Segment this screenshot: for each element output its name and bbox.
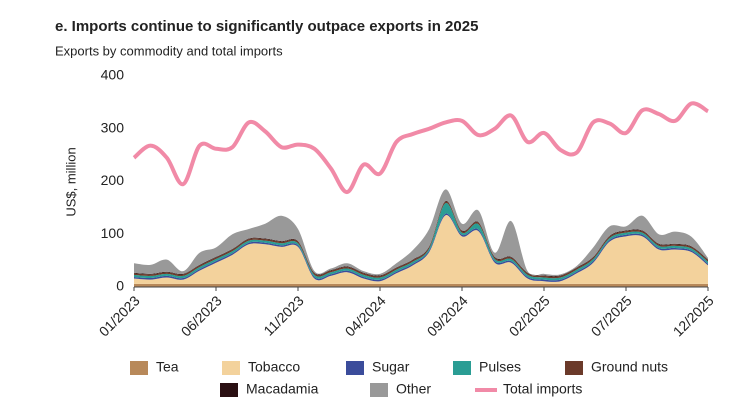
legend-swatch: [346, 361, 364, 375]
y-tick-label: 400: [101, 67, 125, 83]
x-tick-label: 09/2024: [424, 292, 471, 339]
legend-swatch: [220, 383, 238, 397]
area: [134, 201, 708, 279]
chart-subtitle: Exports by commodity and total imports: [55, 43, 283, 58]
legend-label: Pulses: [479, 359, 521, 375]
y-axis-label: US$, million: [63, 147, 78, 216]
area: [134, 189, 708, 277]
legend-label: Macadamia: [246, 381, 319, 397]
area: [134, 200, 708, 277]
x-tick-label: 01/2023: [96, 292, 143, 339]
legend-swatch: [565, 361, 583, 375]
x-tick-label: 12/2025: [670, 292, 717, 339]
legend-label: Sugar: [372, 359, 410, 375]
area: [134, 215, 708, 284]
x-tick-label: 04/2024: [342, 292, 389, 339]
legend-swatch: [370, 383, 388, 397]
y-tick-label: 200: [101, 172, 125, 188]
area: [134, 202, 708, 281]
legend-label: Ground nuts: [591, 359, 668, 375]
legend-swatch: [453, 361, 471, 375]
legend-label: Other: [396, 381, 431, 397]
area: [134, 213, 708, 282]
x-tick-label: 11/2023: [260, 292, 307, 339]
legend-label: Tea: [156, 359, 179, 375]
y-tick-label: 300: [101, 119, 125, 135]
legend-label: Tobacco: [248, 359, 300, 375]
x-tick-label: 02/2025: [506, 292, 553, 339]
line: [132, 101, 710, 195]
x-tick-label: 06/2023: [178, 292, 225, 339]
x-tick-label: 07/2025: [588, 292, 635, 339]
legend-swatch: [130, 361, 148, 375]
legend-label: Total imports: [503, 381, 582, 397]
y-tick-label: 100: [101, 225, 125, 241]
legend-swatch: [222, 361, 240, 375]
area: [134, 283, 708, 287]
y-tick-label: 0: [116, 278, 124, 294]
chart-title: e. Imports continue to significantly out…: [55, 18, 478, 35]
